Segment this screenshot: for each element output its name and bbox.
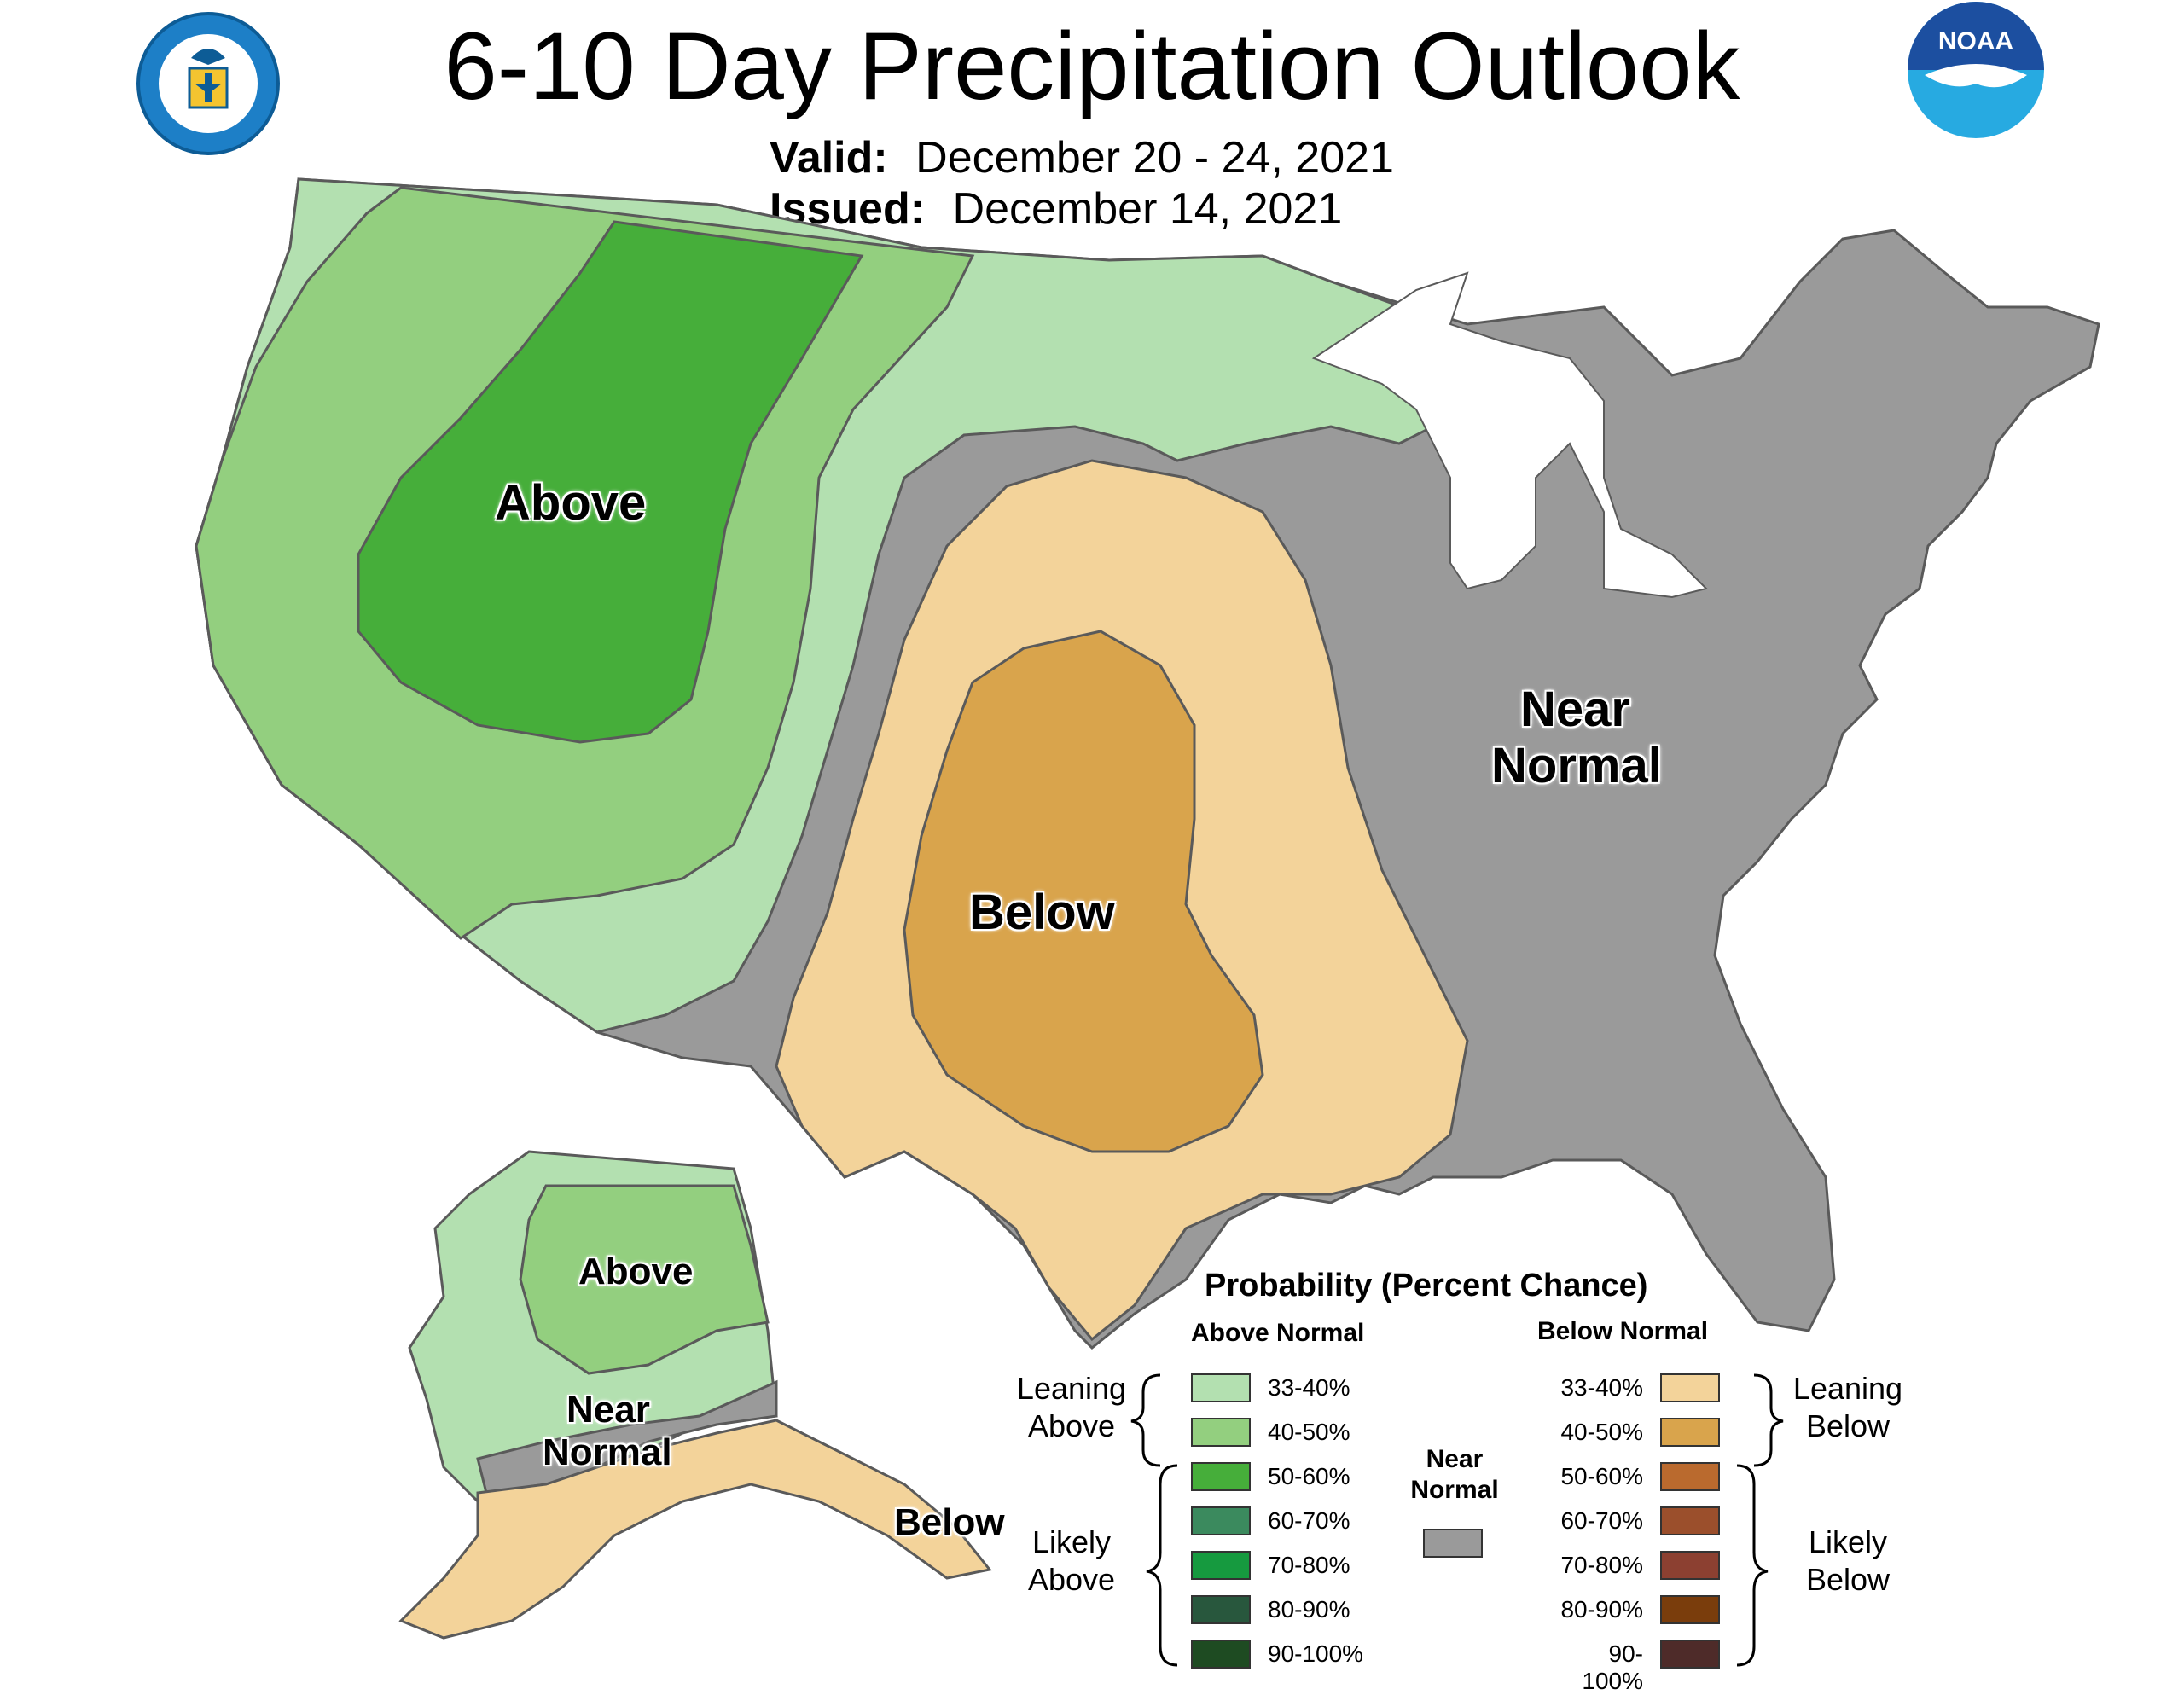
conus-40-50-below-area (903, 630, 1264, 1153)
noaa-logo-graphic: NOAA (1908, 2, 2044, 88)
legend-near-swatch (1423, 1529, 1483, 1558)
legend-below-swatch (1660, 1595, 1720, 1624)
valid-line: Valid: December 20 - 24, 2021 (770, 131, 1394, 184)
legend-likely-below-2: Below (1805, 1562, 1891, 1597)
legend-below-swatch (1660, 1640, 1720, 1669)
legend-above-label: 70-80% (1268, 1552, 1350, 1578)
doc-seal-graphic (159, 34, 258, 133)
legend-below-swatch (1660, 1551, 1720, 1580)
legend-leaning-above-label: Leaning Above (1003, 1370, 1140, 1445)
issued-value: December 14, 2021 (952, 184, 1343, 234)
legend-above-swatch (1191, 1595, 1251, 1624)
legend-above-label: 90-100% (1268, 1640, 1364, 1667)
legend-above-label: 33-40% (1268, 1374, 1350, 1401)
alaska-below-label: Below (894, 1501, 1005, 1543)
alaska-near-label-1: Near (566, 1389, 650, 1431)
legend-leaning-below-1: Leaning (1792, 1371, 1903, 1406)
legend-below-label: 40-50% (1560, 1419, 1643, 1445)
legend-likely-below-label: Likely Below (1780, 1524, 1916, 1599)
page-title: 6-10 Day Precipitation Outlook (444, 13, 1740, 119)
great-lakes (1311, 271, 1708, 599)
legend-below-label: 50-60% (1560, 1463, 1643, 1489)
legend-below-label: 60-70% (1560, 1507, 1643, 1534)
legend-above-header: Above Normal (1191, 1319, 1365, 1347)
legend-leaning-below-label: Leaning Below (1780, 1370, 1916, 1445)
conus-near-label-2: Normal (1491, 738, 1662, 793)
legend-likely-above-2: Above (1027, 1562, 1116, 1597)
valid-label: Valid: (770, 133, 888, 183)
alaska-above-label: Above (578, 1251, 694, 1292)
conus-above-label: Above (495, 475, 647, 531)
conus-near-label-1: Near (1520, 682, 1630, 737)
alaska-above-area (519, 1184, 770, 1375)
valid-value: December 20 - 24, 2021 (915, 133, 1394, 183)
legend-above-label: 50-60% (1268, 1463, 1350, 1489)
legend-above-swatch (1191, 1640, 1251, 1669)
legend-leaning-above-1: Leaning (1016, 1371, 1127, 1406)
alaska-below-area (398, 1419, 992, 1640)
legend-leaning-below-2: Below (1805, 1408, 1891, 1443)
legend-below-label: 90-100% (1582, 1640, 1643, 1694)
alaska-near-label-2: Normal (543, 1431, 672, 1473)
legend-above-label: 80-90% (1268, 1596, 1350, 1622)
legend-likely-above-label: Likely Above (1003, 1524, 1140, 1599)
legend-below-swatch (1660, 1462, 1720, 1491)
legend-below-label: 33-40% (1560, 1374, 1643, 1401)
legend-above-label: 60-70% (1268, 1507, 1350, 1534)
legend-near-header-1: Near (1426, 1445, 1484, 1473)
conus-below-label: Below (969, 885, 1115, 940)
legend-near-header-2: Normal (1410, 1476, 1499, 1504)
legend-title: Probability (Percent Chance) (1205, 1268, 1648, 1303)
noaa-logo-text: NOAA (1938, 27, 2013, 55)
legend-below-swatch (1660, 1506, 1720, 1535)
legend-below-swatch (1660, 1373, 1720, 1402)
legend-above-swatch (1191, 1418, 1251, 1447)
legend-likely-below-1: Likely (1808, 1524, 1888, 1559)
noaa-logo-icon: NOAA (1908, 2, 2044, 138)
legend-below-label: 80-90% (1560, 1596, 1643, 1622)
legend-below-header: Below Normal (1537, 1317, 1709, 1345)
doc-seal-icon (136, 12, 280, 155)
legend-above-label: 40-50% (1268, 1419, 1350, 1445)
legend-below-label: 70-80% (1560, 1552, 1643, 1578)
legend-leaning-above-2: Above (1027, 1408, 1116, 1443)
conus-50-60-above-area (357, 220, 864, 744)
legend-above-swatch (1191, 1551, 1251, 1580)
legend-above-swatch (1191, 1506, 1251, 1535)
legend-above-swatch (1191, 1462, 1251, 1491)
legend-above-swatch (1191, 1373, 1251, 1402)
legend-likely-above-1: Likely (1031, 1524, 1112, 1559)
legend-below-swatch (1660, 1418, 1720, 1447)
